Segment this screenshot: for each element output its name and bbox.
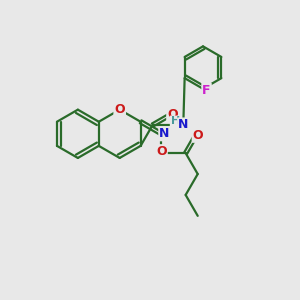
Text: O: O <box>156 145 167 158</box>
Text: N: N <box>178 118 188 131</box>
Text: O: O <box>193 129 203 142</box>
Text: O: O <box>167 108 178 121</box>
Text: H: H <box>171 116 180 126</box>
Text: N: N <box>159 127 170 140</box>
Text: O: O <box>114 103 125 116</box>
Text: F: F <box>202 84 211 97</box>
